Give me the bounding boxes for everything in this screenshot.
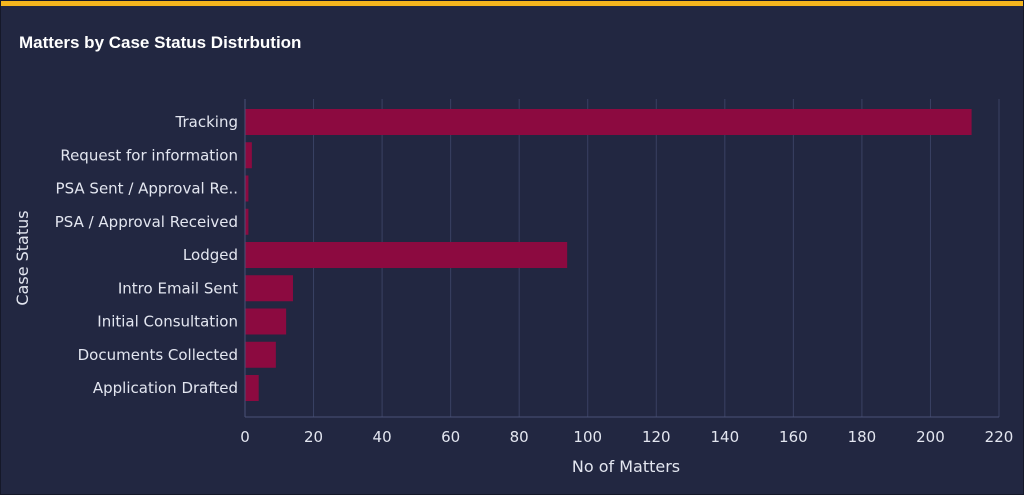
x-tick-label: 100 xyxy=(573,428,602,446)
x-axis-title: No of Matters xyxy=(572,457,680,476)
bar[interactable] xyxy=(245,275,293,302)
x-tick-labels: 0 20 40 60 80 100 120 140 160 180 200 220 xyxy=(240,428,1013,446)
category-label: PSA Sent / Approval Re.. xyxy=(56,180,238,198)
x-tick-label: 220 xyxy=(985,428,1014,446)
bar[interactable] xyxy=(245,142,252,169)
x-tick-label: 80 xyxy=(510,428,529,446)
x-tick-label: 60 xyxy=(441,428,460,446)
axes xyxy=(244,99,999,418)
x-tick-label: 20 xyxy=(304,428,323,446)
category-label: Tracking xyxy=(175,113,238,131)
bar[interactable] xyxy=(245,175,249,202)
x-tick-label: 0 xyxy=(240,428,250,446)
bar[interactable] xyxy=(245,109,972,135)
bar[interactable] xyxy=(245,208,249,235)
bar[interactable] xyxy=(245,375,259,401)
category-label: Application Drafted xyxy=(93,379,238,397)
y-axis-title: Case Status xyxy=(13,210,32,305)
bars xyxy=(245,109,972,401)
category-label: PSA / Approval Received xyxy=(55,213,238,231)
panel-title: Matters by Case Status Distrbution xyxy=(19,33,302,52)
bar[interactable] xyxy=(245,341,276,368)
x-tick-label: 120 xyxy=(642,428,671,446)
x-tick-label: 180 xyxy=(848,428,877,446)
x-tick-label: 40 xyxy=(373,428,392,446)
category-label: Intro Email Sent xyxy=(118,279,238,297)
x-tick-label: 160 xyxy=(779,428,808,446)
category-label: Initial Consultation xyxy=(97,313,238,331)
category-labels: Tracking Request for information PSA Sent … xyxy=(55,113,238,397)
x-tick-label: 200 xyxy=(916,428,945,446)
category-label: Request for information xyxy=(60,146,238,164)
x-tick-label: 140 xyxy=(710,428,739,446)
category-label: Documents Collected xyxy=(78,346,238,364)
category-label: Lodged xyxy=(183,246,238,264)
bar[interactable] xyxy=(245,242,568,268)
accent-bar xyxy=(1,1,1023,6)
bar[interactable] xyxy=(245,308,287,335)
